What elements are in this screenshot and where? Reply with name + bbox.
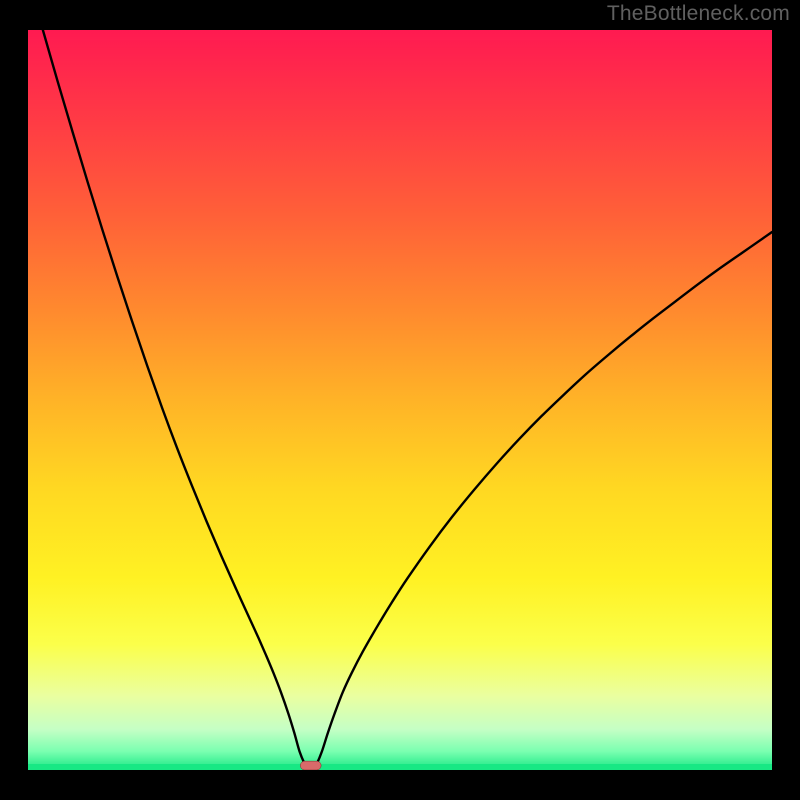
plot-area xyxy=(28,30,772,770)
chart-frame: TheBottleneck.com xyxy=(0,0,800,800)
watermark-label: TheBottleneck.com xyxy=(607,2,790,26)
gradient-background xyxy=(28,30,772,770)
bottleneck-curve-chart xyxy=(28,30,772,770)
optimal-point-marker xyxy=(300,761,321,770)
